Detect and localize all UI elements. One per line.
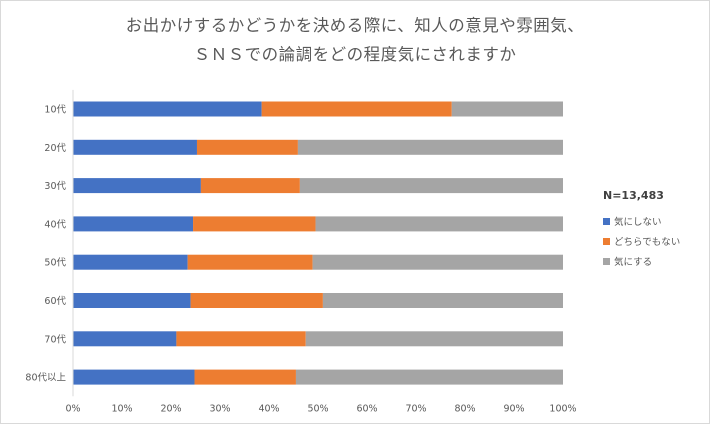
legend-label: 気にしない [614,217,662,228]
bar-60代-series-1 [73,293,191,308]
x-tick-label: 20% [160,403,181,414]
category-label: 80代以上 [25,373,66,384]
category-label: 30代 [44,181,66,192]
bar-80代以上-series-3 [295,369,563,385]
bar-80代以上-series-1 [73,369,195,385]
legend-swatch [603,257,610,265]
bar-70代-series-2 [176,331,306,347]
legend-items: 気にしないどちらでもない 気にする [603,211,680,271]
bar-60代-series-2 [190,293,323,308]
bar-40代-series-3 [315,216,563,232]
bar-60代-series-3 [322,293,563,308]
x-tick-label: 90% [503,403,524,414]
bar-10代-series-2 [261,101,452,117]
legend-item-2: どちらでもない [603,231,680,251]
x-tick-label: 30% [209,403,230,414]
x-tick-label: 80% [454,403,475,414]
bar-10代-series-3 [451,101,563,117]
x-tick-label: 40% [258,403,279,414]
category-label: 20代 [44,143,66,154]
bar-10代-series-1 [73,101,262,117]
bar-50代-series-3 [312,254,563,270]
bar-20代-series-3 [297,139,563,155]
legend-item-3: 気にする [603,251,680,271]
legend-swatch [603,237,610,245]
chart-title-line-1: お出かけするかどうかを決める際に、知人の意見や雰囲気、 [125,16,585,35]
x-tick-label: 100% [549,403,576,414]
bar-80代以上-series-2 [194,369,296,385]
bar-30代-series-2 [200,178,300,194]
category-label: 50代 [44,258,66,269]
category-label: 60代 [44,296,66,307]
legend-label: 気にする [614,257,653,268]
bar-50代-series-2 [187,254,313,270]
bar-30代-series-1 [73,178,201,194]
category-label: 70代 [44,334,66,345]
legend: N=13,483 気にしないどちらでもない 気にする [603,189,680,271]
legend-swatch [603,217,610,225]
bar-40代-series-2 [193,216,316,232]
bar-30代-series-3 [299,178,563,194]
legend-label: どちらでもない [614,237,681,248]
bar-20代-series-1 [73,139,197,155]
category-label: 10代 [44,105,66,116]
x-tick-label: 70% [405,403,426,414]
x-tick-label: 60% [356,403,377,414]
x-tick-label: 0% [65,403,80,414]
bar-20代-series-2 [196,139,298,155]
x-tick-label: 50% [307,403,328,414]
bar-50代-series-1 [73,254,188,270]
bar-40代-series-1 [73,216,194,232]
chart-title-line-2: ＳＮＳでの論調をどの程度気にされますか [193,45,517,64]
legend-item-1: 気にしない [603,211,680,231]
x-tick-label: 10% [111,403,132,414]
bar-70代-series-3 [305,331,563,347]
legend-title: N=13,483 [603,189,664,202]
chart-title: お出かけするかどうかを決める際に、知人の意見や雰囲気、 ＳＮＳでの論調をどの程度… [1,11,709,69]
bar-70代-series-1 [73,331,177,347]
category-label: 40代 [44,219,66,230]
